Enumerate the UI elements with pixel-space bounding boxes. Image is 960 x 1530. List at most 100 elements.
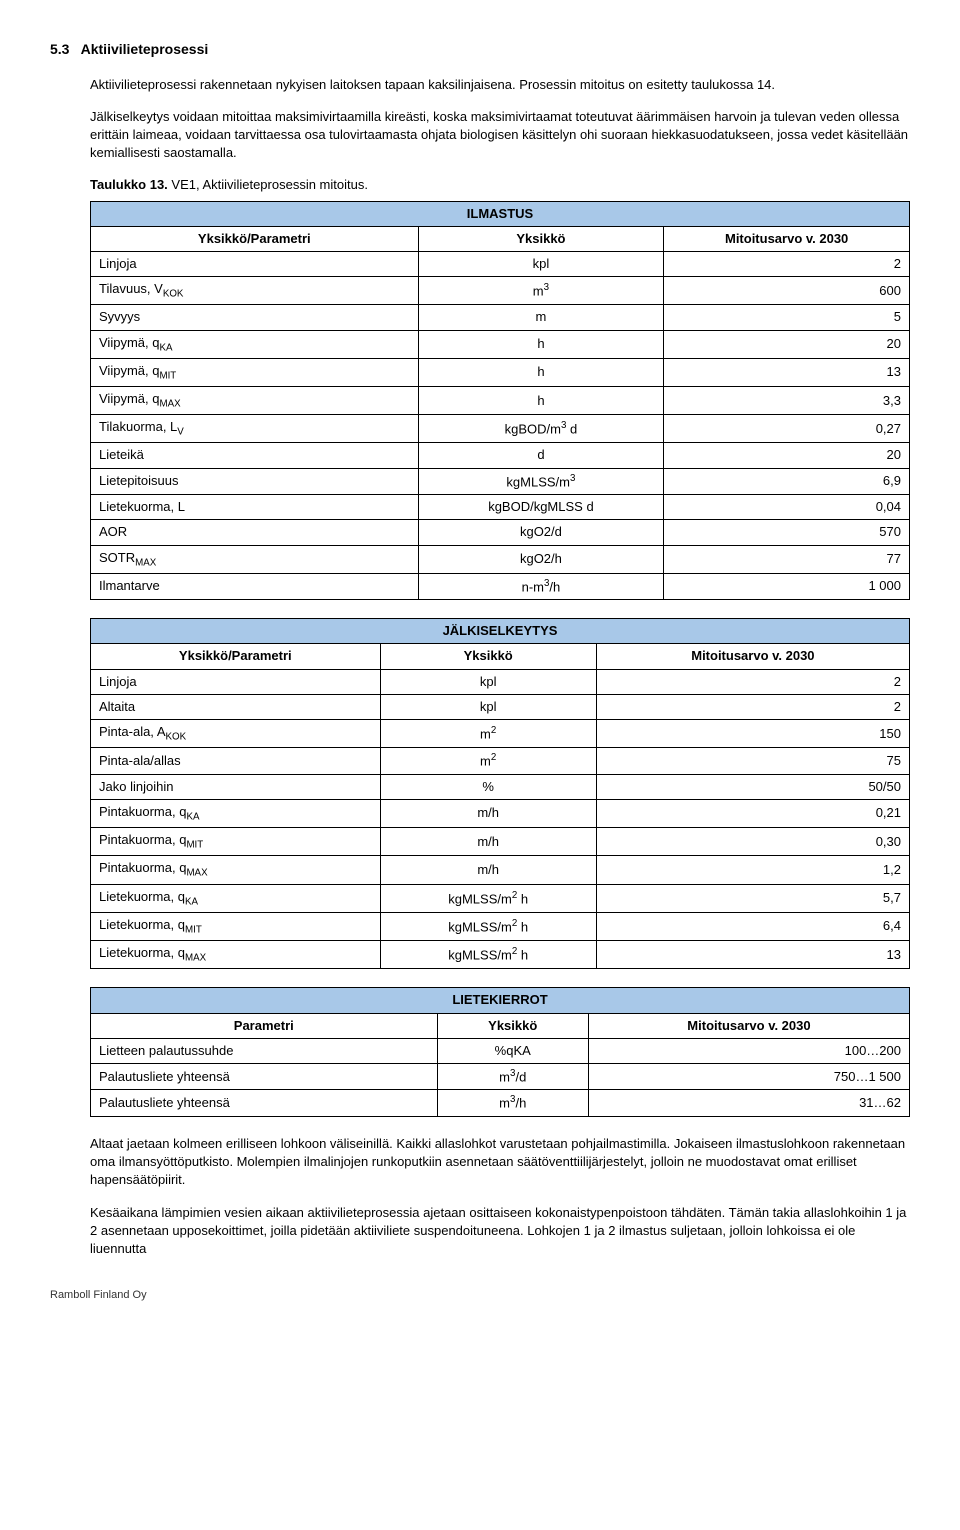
table-title: ILMASTUS xyxy=(91,201,910,226)
cell-param: Pinta-ala/allas xyxy=(91,748,381,775)
cell-value: 1 000 xyxy=(664,573,910,600)
table-row: Linjojakpl2 xyxy=(91,669,910,694)
table-row: Pintakuorma, qKAm/h0,21 xyxy=(91,799,910,827)
cell-param: Viipymä, qMIT xyxy=(91,358,419,386)
cell-unit: kpl xyxy=(380,694,596,719)
col-header-unit: Yksikkö xyxy=(437,1013,588,1038)
cell-unit: h xyxy=(418,330,664,358)
cell-unit: kgMLSS/m2 h xyxy=(380,941,596,969)
cell-unit: kgMLSS/m2 h xyxy=(380,884,596,912)
cell-value: 1,2 xyxy=(596,856,909,884)
table-row: Altaitakpl2 xyxy=(91,694,910,719)
cell-value: 77 xyxy=(664,545,910,573)
cell-param: Linjoja xyxy=(91,669,381,694)
cell-value: 31…62 xyxy=(588,1090,909,1117)
cell-unit: kgBOD/kgMLSS d xyxy=(418,495,664,520)
ilmastus-table: ILMASTUS Yksikkö/Parametri Yksikkö Mitoi… xyxy=(90,201,910,601)
cell-value: 750…1 500 xyxy=(588,1063,909,1090)
post-paragraph-1: Altaat jaetaan kolmeen erilliseen lohkoo… xyxy=(90,1135,910,1190)
cell-unit: %qKA xyxy=(437,1038,588,1063)
table-row: Syvyysm5 xyxy=(91,305,910,330)
cell-unit: kgMLSS/m2 h xyxy=(380,912,596,940)
cell-unit: m3 xyxy=(418,277,664,305)
table-caption: Taulukko 13. VE1, Aktiivilieteprosessin … xyxy=(90,176,910,194)
cell-param: Lietekuorma, L xyxy=(91,495,419,520)
cell-param: Linjoja xyxy=(91,251,419,276)
cell-param: Syvyys xyxy=(91,305,419,330)
cell-param: Pintakuorma, qKA xyxy=(91,799,381,827)
table-row: Lieteikäd20 xyxy=(91,443,910,468)
cell-unit: kgMLSS/m3 xyxy=(418,468,664,495)
table-row: Pintakuorma, qMITm/h0,30 xyxy=(91,828,910,856)
cell-param: AOR xyxy=(91,520,419,545)
cell-value: 0,21 xyxy=(596,799,909,827)
cell-value: 570 xyxy=(664,520,910,545)
col-header-param: Yksikkö/Parametri xyxy=(91,226,419,251)
cell-param: Tilakuorma, LV xyxy=(91,415,419,443)
cell-value: 0,27 xyxy=(664,415,910,443)
cell-param: Lietekuorma, qKA xyxy=(91,884,381,912)
cell-param: Lietekuorma, qMIT xyxy=(91,912,381,940)
table-row: Lietteen palautussuhde%qKA100…200 xyxy=(91,1038,910,1063)
table-row: Tilakuorma, LVkgBOD/m3 d0,27 xyxy=(91,415,910,443)
table-row: Pinta-ala, AKOKm2150 xyxy=(91,720,910,748)
cell-param: Altaita xyxy=(91,694,381,719)
cell-value: 5 xyxy=(664,305,910,330)
col-header-unit: Yksikkö xyxy=(380,644,596,669)
cell-value: 20 xyxy=(664,443,910,468)
section-title: Aktiivilieteprosessi xyxy=(81,41,209,57)
cell-param: Pinta-ala, AKOK xyxy=(91,720,381,748)
cell-value: 75 xyxy=(596,748,909,775)
table-row: Viipymä, qMAXh3,3 xyxy=(91,386,910,414)
table-row: Lietekuorma, qMITkgMLSS/m2 h6,4 xyxy=(91,912,910,940)
cell-value: 5,7 xyxy=(596,884,909,912)
cell-value: 6,9 xyxy=(664,468,910,495)
cell-param: Lietteen palautussuhde xyxy=(91,1038,438,1063)
cell-param: SOTRMAX xyxy=(91,545,419,573)
cell-param: Tilavuus, VKOK xyxy=(91,277,419,305)
cell-param: Palautusliete yhteensä xyxy=(91,1063,438,1090)
table-row: SOTRMAXkgO2/h77 xyxy=(91,545,910,573)
col-header-param: Yksikkö/Parametri xyxy=(91,644,381,669)
cell-param: Viipymä, qMAX xyxy=(91,386,419,414)
col-header-value: Mitoitusarvo v. 2030 xyxy=(596,644,909,669)
col-header-value: Mitoitusarvo v. 2030 xyxy=(664,226,910,251)
cell-value: 150 xyxy=(596,720,909,748)
cell-unit: m/h xyxy=(380,828,596,856)
intro-paragraph-2: Jälkiselkeytys voidaan mitoittaa maksimi… xyxy=(90,108,910,163)
cell-param: Pintakuorma, qMIT xyxy=(91,828,381,856)
cell-unit: m2 xyxy=(380,748,596,775)
table-title: JÄLKISELKEYTYS xyxy=(91,619,910,644)
cell-unit: m3/d xyxy=(437,1063,588,1090)
cell-param: Pintakuorma, qMAX xyxy=(91,856,381,884)
cell-unit: m xyxy=(418,305,664,330)
cell-value: 100…200 xyxy=(588,1038,909,1063)
cell-value: 13 xyxy=(664,358,910,386)
table-row: Linjojakpl2 xyxy=(91,251,910,276)
cell-param: Lieteikä xyxy=(91,443,419,468)
table-row: Pintakuorma, qMAXm/h1,2 xyxy=(91,856,910,884)
table-row: Palautusliete yhteensäm3/h31…62 xyxy=(91,1090,910,1117)
cell-unit: n-m3/h xyxy=(418,573,664,600)
table-row: Lietekuorma, qKAkgMLSS/m2 h5,7 xyxy=(91,884,910,912)
table-row: Lietekuorma, qMAXkgMLSS/m2 h13 xyxy=(91,941,910,969)
lietekierrot-table: LIETEKIERROT Parametri Yksikkö Mitoitusa… xyxy=(90,987,910,1117)
cell-value: 2 xyxy=(596,669,909,694)
cell-value: 20 xyxy=(664,330,910,358)
table-body: Linjojakpl2Tilavuus, VKOKm3600Syvyysm5Vi… xyxy=(91,251,910,599)
cell-value: 0,04 xyxy=(664,495,910,520)
cell-unit: m/h xyxy=(380,799,596,827)
cell-unit: kgBOD/m3 d xyxy=(418,415,664,443)
cell-value: 2 xyxy=(596,694,909,719)
cell-value: 3,3 xyxy=(664,386,910,414)
col-header-unit: Yksikkö xyxy=(418,226,664,251)
table-row: Lietekuorma, LkgBOD/kgMLSS d0,04 xyxy=(91,495,910,520)
table-row: Ilmantarven-m3/h1 000 xyxy=(91,573,910,600)
jalkiselkeytys-table: JÄLKISELKEYTYS Yksikkö/Parametri Yksikkö… xyxy=(90,618,910,969)
cell-param: Lietekuorma, qMAX xyxy=(91,941,381,969)
cell-unit: kpl xyxy=(380,669,596,694)
section-number: 5.3 xyxy=(50,41,69,57)
table-title: LIETEKIERROT xyxy=(91,988,910,1013)
table-row: Viipymä, qKAh20 xyxy=(91,330,910,358)
table-row: Pinta-ala/allasm275 xyxy=(91,748,910,775)
